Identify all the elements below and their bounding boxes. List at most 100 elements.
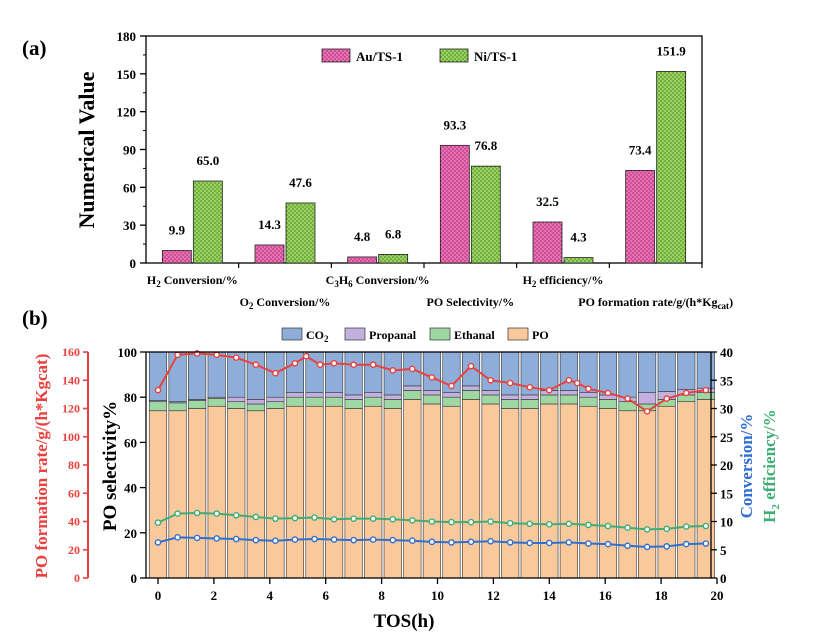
line-h2-efficiency-point: [604, 522, 612, 530]
bar-ni-ts1: [285, 202, 316, 264]
stack-ethanal: [246, 403, 265, 412]
stack-propanal: [501, 394, 520, 400]
chart-b-right-tick-label: 5: [720, 543, 727, 558]
line-h2-efficiency-point: [663, 525, 670, 533]
line-h2-efficiency-point: [174, 510, 181, 517]
stack-ethanal: [148, 401, 168, 412]
line-po-formation-rate-point: [702, 386, 710, 394]
stack-propanal: [285, 392, 305, 398]
chart-a-category-label-part: cat: [718, 301, 730, 311]
line-h2-efficiency-point: [624, 524, 631, 532]
stack-po: [501, 408, 520, 579]
chart-b-right-tick-label: 25: [720, 430, 734, 445]
line-po-formation-rate-point: [506, 379, 514, 387]
stack-co2: [696, 351, 715, 389]
legend-swatch: [507, 327, 529, 341]
line-conversion-point: [232, 535, 240, 543]
chart-a-data-label: 73.4: [629, 142, 652, 157]
chart-b-left-tick-label: 100: [62, 430, 80, 444]
legend-swatch: [429, 327, 451, 341]
chart-a-category-label-part: Conversion/%: [161, 273, 238, 287]
chart-b-x-tick-label: 8: [378, 588, 385, 603]
stack-propanal: [383, 394, 402, 400]
line-conversion-point: [506, 539, 514, 546]
line-h2-efficiency-point: [232, 511, 240, 519]
chart-b-y-tick-label: 20: [124, 526, 137, 541]
stack-co2: [638, 351, 657, 393]
stack-po: [148, 410, 168, 579]
line-conversion-point: [624, 542, 631, 550]
line-h2-efficiency-point: [154, 519, 162, 526]
line-conversion-point: [369, 536, 377, 543]
chart-b-x-tick-label: 10: [431, 588, 444, 603]
chart-a-data-label: 4.8: [354, 229, 371, 244]
chart-b-x-tick-label: 18: [655, 588, 669, 603]
chart-b-x-tick-label: 0: [155, 588, 162, 603]
stack-propanal: [579, 392, 598, 398]
line-po-formation-rate-point: [291, 359, 299, 367]
legend-label: CO2: [306, 328, 329, 344]
chart-a-category-label-part: 3: [334, 279, 339, 289]
line-conversion-point: [174, 534, 181, 541]
panel-a-label: (a): [22, 36, 47, 60]
stack-ethanal: [501, 399, 520, 409]
stack-ethanal: [520, 399, 539, 409]
stack-ethanal: [422, 394, 441, 405]
line-po-formation-rate-point: [272, 369, 279, 377]
line-conversion-point: [702, 540, 710, 547]
stack-co2: [501, 351, 520, 396]
stack-propanal: [364, 392, 383, 398]
chart-b-y-tick-label: 80: [124, 390, 137, 405]
stack-co2: [207, 351, 226, 398]
line-po-formation-rate-point: [526, 384, 534, 391]
line-po-formation-rate-point: [604, 389, 612, 397]
stack-ethanal: [168, 402, 187, 412]
chart-b-y-axis-title: PO selectivity%: [100, 401, 121, 531]
stack-po: [559, 403, 578, 579]
legend-swatch: [344, 327, 366, 341]
stack-po: [403, 399, 422, 579]
line-h2-efficiency-point: [448, 518, 455, 526]
chart-a-category-label-part: ): [729, 295, 733, 309]
chart-a-y-tick-label: 120: [117, 105, 137, 120]
chart-b-right-tick-label: 10: [720, 515, 733, 530]
line-conversion-point: [291, 536, 299, 543]
chart-a-data-labels: 9.9 65.0 14.3 47.6 4.8 6.8 93.3 76.8 32.5 4.3 73.4…: [169, 43, 687, 244]
line-h2-efficiency-point: [193, 509, 201, 517]
stack-co2: [657, 351, 676, 392]
chart-a-category-label-part: efficiency/%: [536, 273, 603, 287]
line-h2-efficiency-point: [506, 519, 514, 527]
stack-ethanal: [383, 399, 402, 409]
line-po-formation-rate-point: [565, 376, 573, 384]
line-po-formation-rate-point: [174, 351, 181, 359]
line-po-formation-rate-point: [369, 361, 377, 369]
chart-b-right-tick-label: 30: [720, 402, 733, 417]
line-po-formation-rate-point: [487, 376, 494, 384]
chart-a-category-label-part: O: [240, 295, 249, 309]
chart-b-left-tick-label: 20: [68, 543, 80, 557]
bar-ni-ts1: [470, 165, 501, 264]
stack-ethanal: [579, 396, 598, 407]
stack-co2: [422, 351, 441, 391]
line-h2-efficiency-point: [330, 515, 338, 523]
line-conversion-point: [154, 539, 162, 546]
chart-a-frame: [145, 35, 703, 264]
chart-a-category-label-part: PO Selectivity/%: [427, 295, 515, 309]
chart-a: 0 30 60 90 120 150 180 9.9 65.0 14.3 47.6 4.8 6.8 93…: [74, 29, 733, 311]
line-conversion-point: [428, 538, 436, 546]
chart-b-y-tick-label: 60: [124, 435, 137, 450]
chart-a-category-label-part: Conversion/%: [253, 295, 330, 309]
line-conversion-point: [546, 539, 553, 547]
stack-po: [442, 405, 461, 579]
stack-ethanal: [598, 399, 618, 409]
stack-po: [696, 399, 715, 579]
stack-propanal: [520, 394, 539, 400]
line-h2-efficiency-point: [311, 514, 318, 521]
chart-a-category-label-part: H: [523, 273, 533, 287]
chart-a-data-label: 14.3: [258, 217, 281, 232]
legend-label: Ethanal: [454, 328, 495, 342]
stack-po: [383, 408, 402, 579]
stack-propanal: [481, 390, 500, 396]
chart-a-category-label-part: H: [339, 273, 349, 287]
line-conversion-point: [272, 537, 279, 545]
